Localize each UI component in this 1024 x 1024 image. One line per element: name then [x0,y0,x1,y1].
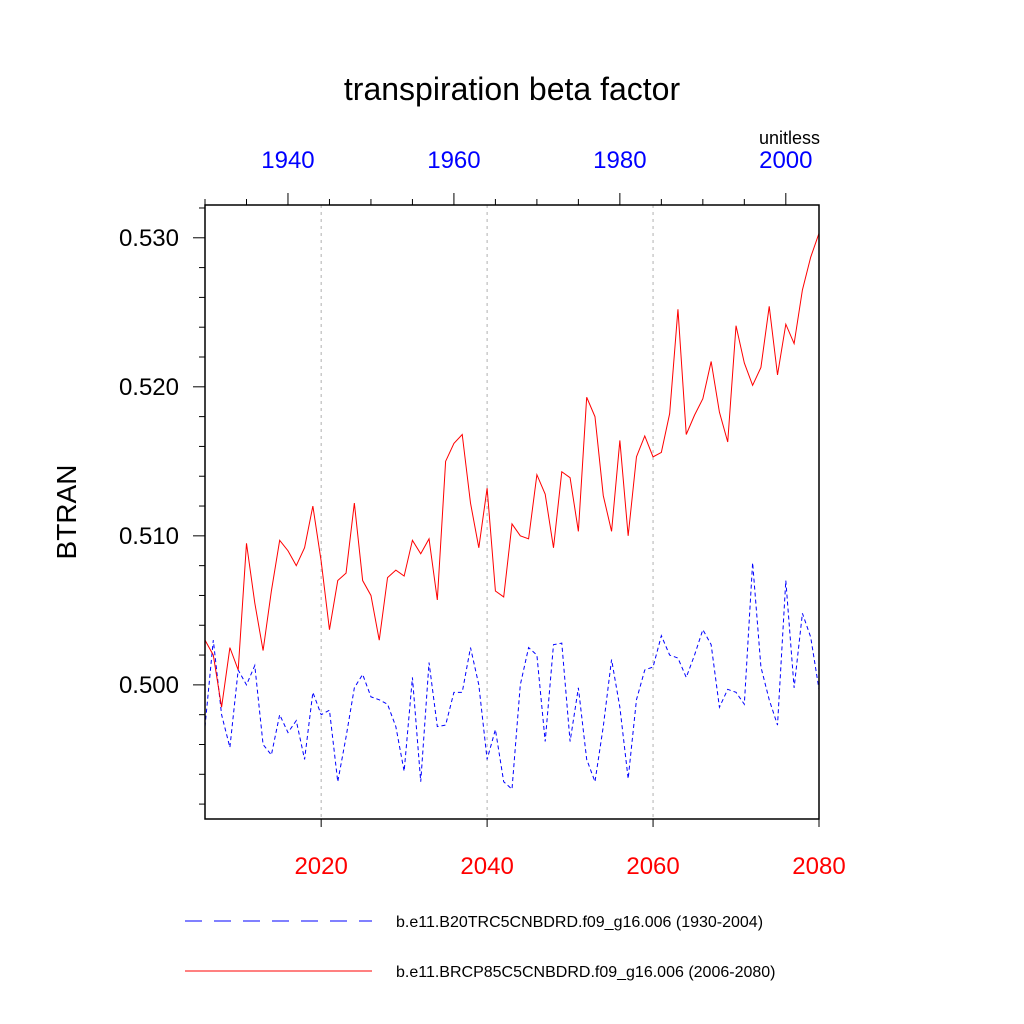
x-bottom-tick-label: 2080 [792,853,845,880]
axes: 0.500 0.510 0.520 0.530 2020 2040 2060 2080 1940… [119,147,846,880]
y-tick-label: 0.500 [119,672,179,699]
series-line-1 [204,233,820,708]
x-bottom-tick-label: 2040 [460,853,513,880]
x-top-tick-label: 1960 [427,147,480,174]
x-top-tick-label: 1980 [593,147,646,174]
legend-label-rcp85: b.e11.BRCP85C5CNBDRD.f09_g16.006 (2006-2… [396,964,775,981]
x-bottom-tick-label: 2060 [626,853,679,880]
legend-label-historical: b.e11.B20TRC5CNBDRD.f09_g16.006 (1930-20… [396,914,763,931]
series-line-0 [204,562,820,791]
plot-frame [204,204,820,820]
y-axis-label: BTRAN [51,465,82,560]
x-top-tick-label: 2000 [759,147,812,174]
series-layer [204,233,820,791]
legend: b.e11.B20TRC5CNBDRD.f09_g16.006 (1930-20… [185,914,775,981]
x-top-tick-label: 1940 [261,147,314,174]
y-tick-label: 0.530 [119,225,179,252]
x-bottom-tick-label: 2020 [294,853,347,880]
units-label: unitless [759,128,820,148]
y-tick-label: 0.510 [119,523,179,550]
y-tick-label: 0.520 [119,374,179,401]
chart-title: transpiration beta factor [344,71,681,107]
gridlines [320,205,654,819]
